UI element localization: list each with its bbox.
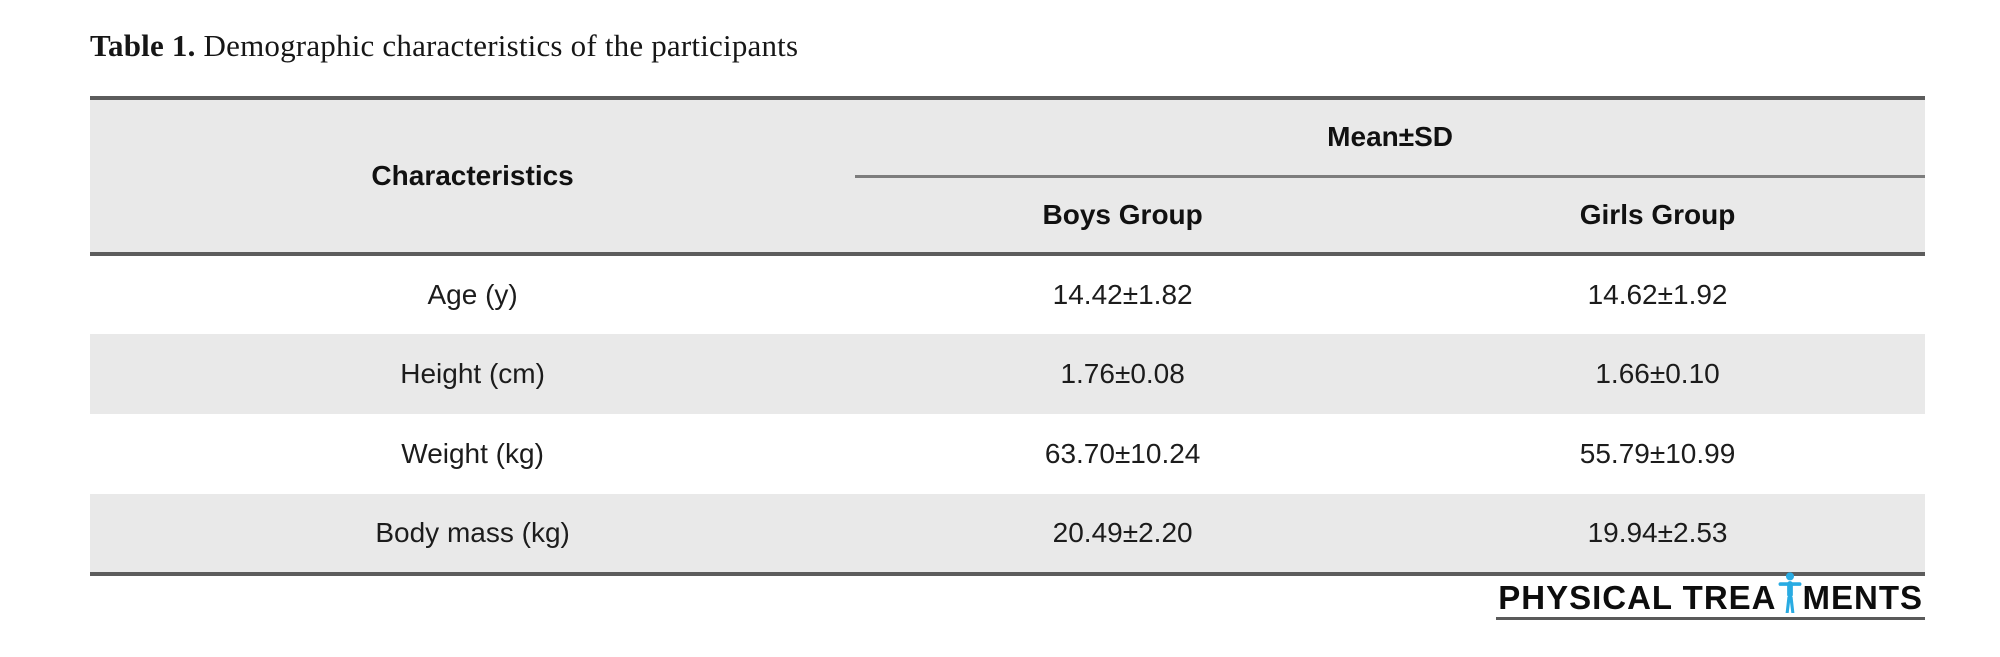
characteristic-cell: Age (y) [427,279,518,310]
table-header: Characteristics Mean±SD Boys Group Girls… [90,98,1925,256]
demographics-table-container: Characteristics Mean±SD Boys Group Girls… [90,96,1925,576]
journal-logo: PHYSICAL TREA MENTS [1496,572,1925,620]
demographics-table: Characteristics Mean±SD Boys Group Girls… [90,96,1925,576]
table-row: Weight (kg) 63.70±10.24 55.79±10.99 [90,414,1925,494]
girls-value-cell: 55.79±10.99 [1579,438,1736,469]
column-header-characteristics: Characteristics [90,98,856,256]
table-row: Body mass (kg) 20.49±2.20 19.94±2.53 [90,494,1925,574]
characteristic-cell: Weight (kg) [401,438,544,469]
characteristic-cell: Body mass (kg) [375,517,570,548]
table-caption-text: Demographic characteristics of the parti… [203,28,799,63]
boys-value-cell: 1.76±0.08 [1060,358,1185,389]
table-body: Age (y) 14.42±1.82 14.62±1.92 Height (cm… [90,254,1925,574]
table-caption-number: Table 1. [90,28,196,63]
characteristic-cell: Height (cm) [400,358,545,389]
girls-value-cell: 14.62±1.92 [1587,279,1728,310]
journal-logo-text-left: PHYSICAL TREA [1498,578,1777,616]
header-row-groups: Boys Group Girls Group [90,176,1925,256]
boys-value-cell: 63.70±10.24 [1044,438,1201,469]
table-row: Age (y) 14.42±1.82 14.62±1.92 [90,254,1925,334]
journal-logo-text-right: MENTS [1802,578,1923,616]
girls-value-cell: 19.94±2.53 [1587,517,1728,548]
header-row-top: Characteristics Mean±SD [90,98,1925,256]
table-caption: Table 1. Demographic characteristics of t… [90,28,798,64]
table-row: Height (cm) 1.76±0.08 1.66±0.10 [90,334,1925,414]
boys-value-cell: 14.42±1.82 [1052,279,1193,310]
column-header-boys-group: Boys Group [855,176,1391,256]
column-header-girls-group: Girls Group [1390,176,1925,256]
column-header-mean-sd: Mean±SD [855,98,1925,178]
girls-value-cell: 1.66±0.10 [1595,358,1720,389]
boys-value-cell: 20.49±2.20 [1052,517,1193,548]
person-icon [1778,572,1801,614]
